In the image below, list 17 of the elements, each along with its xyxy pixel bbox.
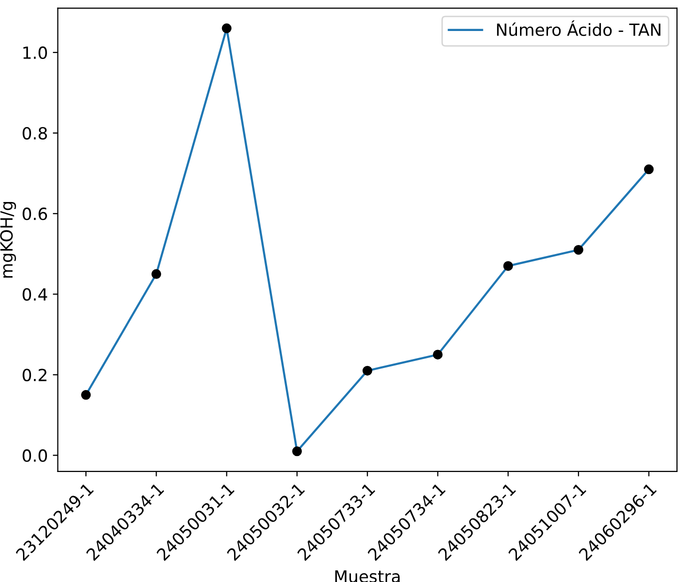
point bbox=[644, 164, 654, 174]
point bbox=[503, 261, 513, 271]
y-tick-label: 1.0 bbox=[23, 46, 47, 60]
y-tick-label: 0.8 bbox=[22, 126, 47, 140]
y-axis-title: mgKOH/g bbox=[0, 202, 16, 278]
y-tick-label: 0.2 bbox=[22, 368, 46, 382]
point bbox=[362, 366, 372, 376]
point bbox=[574, 244, 584, 255]
point bbox=[81, 390, 91, 400]
y-tick-label: 0.6 bbox=[22, 208, 48, 220]
point bbox=[292, 446, 302, 456]
point bbox=[222, 23, 232, 34]
point bbox=[151, 269, 162, 279]
y-tick-label: 0.0 bbox=[22, 449, 47, 462]
point bbox=[432, 350, 443, 360]
y-tick-label: 0.4 bbox=[22, 288, 48, 301]
legend-label: Número Ácido - TAN bbox=[497, 20, 660, 36]
